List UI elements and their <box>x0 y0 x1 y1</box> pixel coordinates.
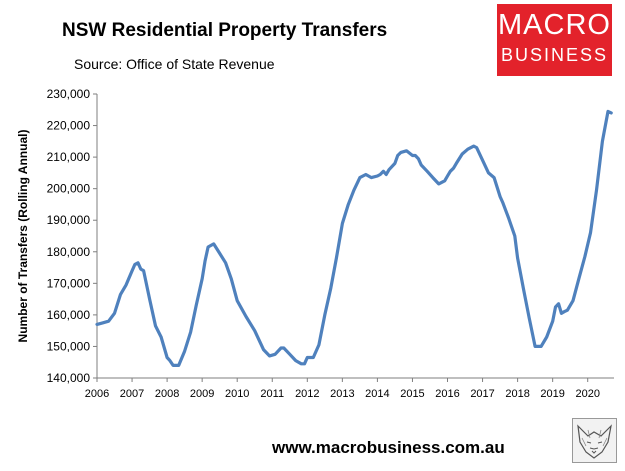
x-tick-label: 2020 <box>575 388 599 400</box>
website-url: www.macrobusiness.com.au <box>272 438 505 457</box>
logo-text-macro: MACRO <box>498 9 611 41</box>
y-tick-label: 160,000 <box>47 308 91 322</box>
x-tick-label: 2010 <box>225 388 249 400</box>
x-tick-label: 2008 <box>155 388 179 400</box>
y-tick-label: 140,000 <box>47 371 91 385</box>
y-tick-label: 190,000 <box>47 213 91 227</box>
y-tick-label: 150,000 <box>47 339 91 353</box>
x-tick-label: 2014 <box>365 388 389 400</box>
macrobusiness-logo: MACRO BUSINESS <box>497 4 612 76</box>
x-tick-label: 2016 <box>435 388 459 400</box>
chart-title: NSW Residential Property Transfers <box>62 20 388 41</box>
x-tick-label: 2012 <box>295 388 319 400</box>
y-tick-label: 200,000 <box>47 182 91 196</box>
y-tick-label: 170,000 <box>47 276 91 290</box>
fox-sketch-icon <box>572 418 617 463</box>
x-axis-ticks: 2006 2007 2008 2009 2010 2011 2012 2013 2014 2015… <box>85 378 600 400</box>
y-tick-label: 220,000 <box>47 119 91 133</box>
x-tick-label: 2018 <box>505 388 529 400</box>
y-tick-label: 210,000 <box>47 150 91 164</box>
chart-subtitle: Source: Office of State Revenue <box>74 56 275 72</box>
y-axis-label: Number of Transfers (Rolling Annual) <box>16 130 30 343</box>
y-tick-label: 180,000 <box>47 245 91 259</box>
chart-axes <box>96 94 614 379</box>
x-tick-label: 2006 <box>85 388 109 400</box>
series-line-0 <box>95 109 613 367</box>
x-tick-label: 2015 <box>400 388 424 400</box>
x-tick-label: 2009 <box>190 388 214 400</box>
x-tick-label: 2019 <box>540 388 564 400</box>
y-axis-ticks: 140,000 150,000 160,000 170,000 180,000 190,0… <box>47 87 97 385</box>
x-tick-label: 2013 <box>330 388 354 400</box>
logo-text-business: BUSINESS <box>500 45 609 65</box>
y-tick-label: 230,000 <box>47 87 91 101</box>
x-tick-label: 2017 <box>470 388 494 400</box>
series-group <box>95 109 613 367</box>
x-tick-label: 2007 <box>120 388 144 400</box>
x-tick-label: 2011 <box>260 388 284 400</box>
